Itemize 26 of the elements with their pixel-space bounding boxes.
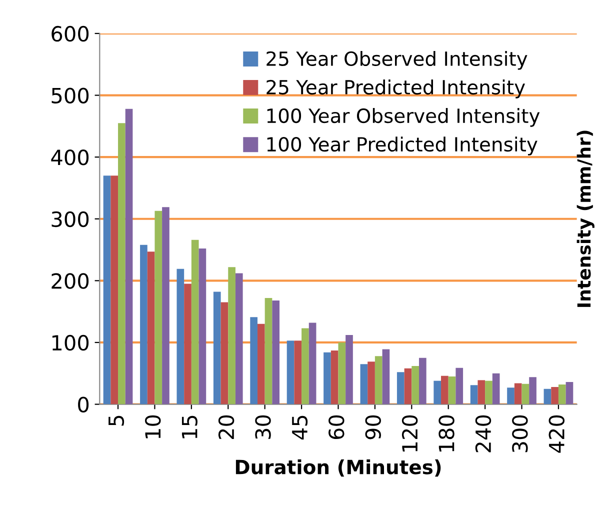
x-tick-label: 5 bbox=[108, 416, 124, 426]
y-tick-label: 500 bbox=[52, 88, 89, 104]
x-tick-label: 120 bbox=[402, 415, 418, 452]
x-tick-label: 90 bbox=[365, 415, 381, 440]
x-tick-label: 300 bbox=[512, 415, 528, 452]
y-tick-label: 200 bbox=[52, 273, 89, 289]
y-axis-title: Intensity (mm/hr) bbox=[576, 130, 594, 307]
y-tick-label: 600 bbox=[52, 26, 89, 42]
legend-label: 100 Year Predicted Intensity bbox=[267, 136, 538, 156]
x-tick-label: 420 bbox=[548, 415, 565, 453]
x-tick-label: 60 bbox=[328, 415, 344, 440]
y-tick-label: 0 bbox=[78, 396, 89, 412]
x-tick-label: 10 bbox=[145, 415, 161, 438]
x-tick-label: 15 bbox=[182, 416, 198, 438]
x-tick-label: 20 bbox=[218, 415, 234, 439]
y-tick-label: 100 bbox=[52, 334, 89, 351]
legend-label: 25 Year Observed Intensity bbox=[266, 50, 528, 70]
x-tick-label: 45 bbox=[292, 416, 308, 440]
x-axis-title: Duration (Minutes) bbox=[236, 459, 441, 477]
x-tick-label: 240 bbox=[475, 415, 492, 452]
y-tick-label: 300 bbox=[52, 211, 89, 228]
y-tick-label: 400 bbox=[51, 150, 89, 166]
legend-label: 100 Year Observed Intensity bbox=[267, 108, 540, 127]
x-tick-label: 30 bbox=[255, 415, 271, 439]
legend-label: 25 Year Predicted Intensity bbox=[266, 80, 525, 98]
x-tick-label: 180 bbox=[438, 415, 454, 452]
